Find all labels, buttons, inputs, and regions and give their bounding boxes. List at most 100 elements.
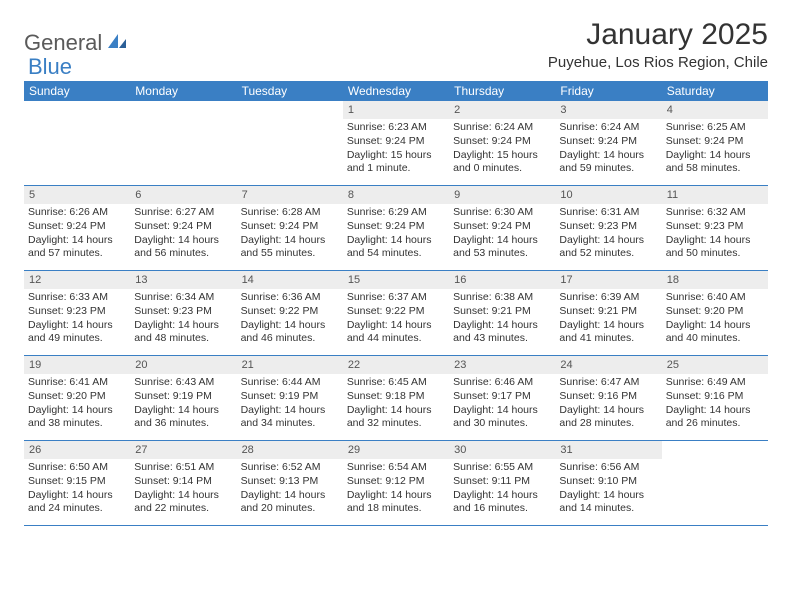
sunset-line: Sunset: 9:18 PM: [345, 390, 447, 404]
day-number: 3: [555, 101, 661, 119]
day-number: 24: [555, 356, 661, 374]
day-cell: 16Sunrise: 6:38 AMSunset: 9:21 PMDayligh…: [449, 271, 555, 355]
sunset-line: Sunset: 9:21 PM: [557, 305, 659, 319]
sunset-line: Sunset: 9:24 PM: [451, 220, 553, 234]
day-header-wed: Wednesday: [343, 81, 449, 101]
daylight-line: Daylight: 14 hours and 48 minutes.: [132, 319, 234, 346]
week-row: 1Sunrise: 6:23 AMSunset: 9:24 PMDaylight…: [24, 101, 768, 186]
location-subtitle: Puyehue, Los Rios Region, Chile: [548, 54, 768, 71]
sunrise-line: Sunrise: 6:39 AM: [557, 291, 659, 305]
sunrise-line: Sunrise: 6:27 AM: [132, 206, 234, 220]
sunrise-line: Sunrise: 6:31 AM: [557, 206, 659, 220]
sunrise-line: Sunrise: 6:34 AM: [132, 291, 234, 305]
sunset-line: Sunset: 9:14 PM: [132, 475, 234, 489]
sunrise-line: Sunrise: 6:41 AM: [26, 376, 128, 390]
day-number: 9: [449, 186, 555, 204]
sunrise-line: Sunrise: 6:24 AM: [451, 121, 553, 135]
day-number: 18: [662, 271, 768, 289]
day-cell: [130, 101, 236, 185]
day-cell: 24Sunrise: 6:47 AMSunset: 9:16 PMDayligh…: [555, 356, 661, 440]
daylight-line: Daylight: 14 hours and 50 minutes.: [664, 234, 766, 261]
sunset-line: Sunset: 9:24 PM: [664, 135, 766, 149]
day-number: 12: [24, 271, 130, 289]
week-row: 12Sunrise: 6:33 AMSunset: 9:23 PMDayligh…: [24, 271, 768, 356]
day-cell: 6Sunrise: 6:27 AMSunset: 9:24 PMDaylight…: [130, 186, 236, 270]
daylight-line: Daylight: 14 hours and 53 minutes.: [451, 234, 553, 261]
sunset-line: Sunset: 9:24 PM: [239, 220, 341, 234]
daylight-line: Daylight: 14 hours and 54 minutes.: [345, 234, 447, 261]
daylight-line: Daylight: 14 hours and 22 minutes.: [132, 489, 234, 516]
day-cell: 4Sunrise: 6:25 AMSunset: 9:24 PMDaylight…: [662, 101, 768, 185]
sunset-line: Sunset: 9:23 PM: [664, 220, 766, 234]
week-row: 26Sunrise: 6:50 AMSunset: 9:15 PMDayligh…: [24, 441, 768, 526]
sunrise-line: Sunrise: 6:37 AM: [345, 291, 447, 305]
sunrise-line: Sunrise: 6:49 AM: [664, 376, 766, 390]
day-number: 1: [343, 101, 449, 119]
sunrise-line: Sunrise: 6:45 AM: [345, 376, 447, 390]
day-number: 8: [343, 186, 449, 204]
day-number: 16: [449, 271, 555, 289]
sunrise-line: Sunrise: 6:56 AM: [557, 461, 659, 475]
day-header-mon: Monday: [130, 81, 236, 101]
sunset-line: Sunset: 9:23 PM: [557, 220, 659, 234]
sunset-line: Sunset: 9:24 PM: [26, 220, 128, 234]
sunset-line: Sunset: 9:20 PM: [664, 305, 766, 319]
sunrise-line: Sunrise: 6:32 AM: [664, 206, 766, 220]
day-cell: 7Sunrise: 6:28 AMSunset: 9:24 PMDaylight…: [237, 186, 343, 270]
sunset-line: Sunset: 9:24 PM: [132, 220, 234, 234]
sunrise-line: Sunrise: 6:50 AM: [26, 461, 128, 475]
day-number: 30: [449, 441, 555, 459]
sunset-line: Sunset: 9:23 PM: [132, 305, 234, 319]
daylight-line: Daylight: 14 hours and 46 minutes.: [239, 319, 341, 346]
daylight-line: Daylight: 15 hours and 0 minutes.: [451, 149, 553, 176]
day-cell: 12Sunrise: 6:33 AMSunset: 9:23 PMDayligh…: [24, 271, 130, 355]
day-number: 17: [555, 271, 661, 289]
sunset-line: Sunset: 9:22 PM: [345, 305, 447, 319]
sunrise-line: Sunrise: 6:54 AM: [345, 461, 447, 475]
day-cell: 31Sunrise: 6:56 AMSunset: 9:10 PMDayligh…: [555, 441, 661, 525]
day-cell: 29Sunrise: 6:54 AMSunset: 9:12 PMDayligh…: [343, 441, 449, 525]
day-number: 7: [237, 186, 343, 204]
day-number: 31: [555, 441, 661, 459]
sunrise-line: Sunrise: 6:36 AM: [239, 291, 341, 305]
sunrise-line: Sunrise: 6:52 AM: [239, 461, 341, 475]
daylight-line: Daylight: 14 hours and 20 minutes.: [239, 489, 341, 516]
month-title: January 2025: [548, 18, 768, 52]
day-number: 14: [237, 271, 343, 289]
daylight-line: Daylight: 14 hours and 32 minutes.: [345, 404, 447, 431]
calendar: Sunday Monday Tuesday Wednesday Thursday…: [24, 81, 768, 526]
day-cell: 18Sunrise: 6:40 AMSunset: 9:20 PMDayligh…: [662, 271, 768, 355]
day-cell: 19Sunrise: 6:41 AMSunset: 9:20 PMDayligh…: [24, 356, 130, 440]
day-header-tue: Tuesday: [237, 81, 343, 101]
title-block: January 2025 Puyehue, Los Rios Region, C…: [548, 18, 768, 71]
day-number: 23: [449, 356, 555, 374]
daylight-line: Daylight: 14 hours and 34 minutes.: [239, 404, 341, 431]
daylight-line: Daylight: 14 hours and 58 minutes.: [664, 149, 766, 176]
sunrise-line: Sunrise: 6:30 AM: [451, 206, 553, 220]
sunset-line: Sunset: 9:24 PM: [451, 135, 553, 149]
sunset-line: Sunset: 9:24 PM: [345, 135, 447, 149]
day-number: 25: [662, 356, 768, 374]
day-cell: 20Sunrise: 6:43 AMSunset: 9:19 PMDayligh…: [130, 356, 236, 440]
sunset-line: Sunset: 9:24 PM: [557, 135, 659, 149]
day-number: 27: [130, 441, 236, 459]
daylight-line: Daylight: 14 hours and 44 minutes.: [345, 319, 447, 346]
daylight-line: Daylight: 14 hours and 40 minutes.: [664, 319, 766, 346]
day-header-row: Sunday Monday Tuesday Wednesday Thursday…: [24, 81, 768, 101]
day-cell: 25Sunrise: 6:49 AMSunset: 9:16 PMDayligh…: [662, 356, 768, 440]
day-cell: 5Sunrise: 6:26 AMSunset: 9:24 PMDaylight…: [24, 186, 130, 270]
sunrise-line: Sunrise: 6:33 AM: [26, 291, 128, 305]
day-number: 4: [662, 101, 768, 119]
page-header: General January 2025 Puyehue, Los Rios R…: [24, 18, 768, 71]
daylight-line: Daylight: 14 hours and 56 minutes.: [132, 234, 234, 261]
day-cell: 11Sunrise: 6:32 AMSunset: 9:23 PMDayligh…: [662, 186, 768, 270]
day-cell: [237, 101, 343, 185]
week-row: 5Sunrise: 6:26 AMSunset: 9:24 PMDaylight…: [24, 186, 768, 271]
day-number: 5: [24, 186, 130, 204]
day-number: 26: [24, 441, 130, 459]
day-number: 19: [24, 356, 130, 374]
day-cell: 30Sunrise: 6:55 AMSunset: 9:11 PMDayligh…: [449, 441, 555, 525]
daylight-line: Daylight: 14 hours and 41 minutes.: [557, 319, 659, 346]
day-number: 20: [130, 356, 236, 374]
sunset-line: Sunset: 9:11 PM: [451, 475, 553, 489]
